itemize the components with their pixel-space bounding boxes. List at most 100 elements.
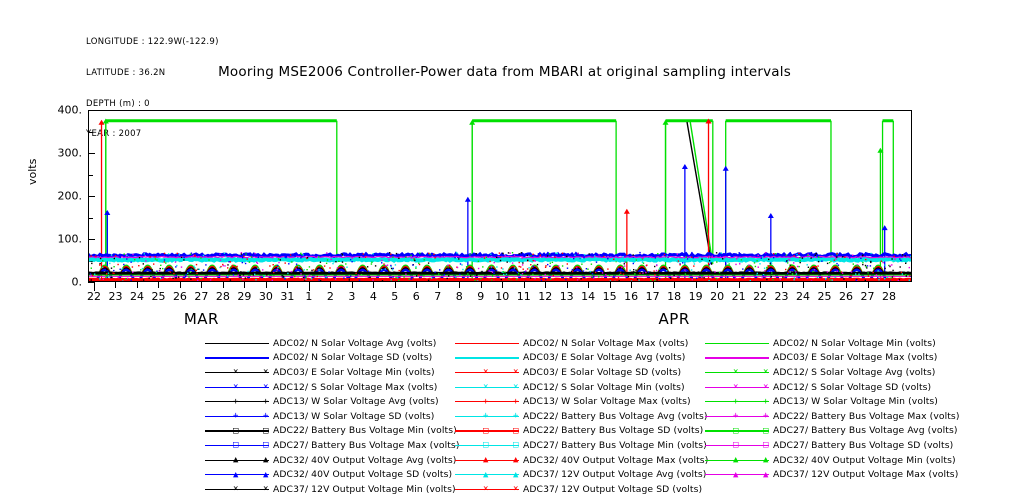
legend-item[interactable]: ADC03/ E Solar Voltage Avg (volts) <box>455 352 705 364</box>
legend-item[interactable]: × × ADC12/ S Solar Voltage Min (volts) <box>455 381 705 393</box>
legend-item[interactable]: × × ADC03/ E Solar Voltage Min (volts) <box>205 366 455 378</box>
legend-marker-icon: □ <box>513 440 519 451</box>
plot-canvas <box>88 110 912 282</box>
legend-line-swatch <box>705 430 769 432</box>
legend-marker-icon: □ <box>233 425 239 436</box>
legend-item[interactable]: □ □ ADC27/ Battery Bus Voltage Max (volts) <box>205 439 459 451</box>
legend-marker-icon: ▲ <box>763 469 769 480</box>
legend-item[interactable]: ADC02/ N Solar Voltage Min (volts) <box>705 337 955 349</box>
legend-sample-line: × × <box>455 381 519 393</box>
x-tick-label: 27 <box>860 290 875 303</box>
legend-line-swatch <box>705 371 769 374</box>
legend-line-swatch <box>705 415 769 417</box>
legend-item[interactable]: + + ADC22/ Battery Bus Voltage Avg (volts) <box>455 410 708 422</box>
legend-item[interactable]: ▲ ▲ ADC37/ 12V Output Voltage Max (volts) <box>705 469 958 481</box>
legend-item[interactable]: □ □ ADC22/ Battery Bus Voltage Min (volts) <box>205 425 457 437</box>
legend-marker-icon: □ <box>763 440 769 451</box>
x-tick-label: 24 <box>796 290 811 303</box>
legend-row: + + ADC13/ W Solar Voltage Avg (volts) + + AD… <box>205 394 975 409</box>
x-tick-mark <box>888 282 890 288</box>
legend-item[interactable]: ADC02/ N Solar Voltage SD (volts) <box>205 352 455 364</box>
legend-row: + + ADC13/ W Solar Voltage SD (volts) + + ADC… <box>205 409 975 424</box>
x-tick-mark <box>265 282 267 288</box>
legend-marker-icon: × <box>263 484 269 495</box>
x-tick-label: 6 <box>412 290 420 303</box>
legend-label: ADC22/ Battery Bus Voltage Avg (volts) <box>523 410 708 422</box>
x-tick-mark <box>846 282 848 288</box>
legend-label: ADC22/ Battery Bus Voltage Max (volts) <box>773 410 960 422</box>
legend-item[interactable]: × × ADC37/ 12V Output Voltage Min (volts) <box>205 483 456 495</box>
legend-label: ADC02/ N Solar Voltage Min (volts) <box>773 337 936 349</box>
legend-label: ADC27/ Battery Bus Voltage Max (volts) <box>273 439 460 451</box>
legend-label: ADC03/ E Solar Voltage Avg (volts) <box>523 352 686 364</box>
legend-item[interactable]: ADC02/ N Solar Voltage Max (volts) <box>455 337 705 349</box>
legend-sample-line <box>455 337 519 349</box>
legend-label: ADC12/ S Solar Voltage Min (volts) <box>523 381 685 393</box>
legend-marker-icon: ▲ <box>483 469 489 480</box>
legend-item[interactable]: ▲ ▲ ADC32/ 40V Output Voltage SD (volts) <box>205 469 455 481</box>
legend-item[interactable]: □ □ ADC22/ Battery Bus Voltage SD (volts) <box>455 425 705 437</box>
x-tick-mark <box>287 282 289 288</box>
legend-label: ADC27/ Battery Bus Voltage Min (volts) <box>523 439 707 451</box>
legend-item[interactable]: × × ADC03/ E Solar Voltage SD (volts) <box>455 366 705 378</box>
legend-item[interactable]: ▲ ▲ ADC32/ 40V Output Voltage Min (volts) <box>705 454 956 466</box>
longitude-text: LONGITUDE : 122.9W(-122.9) <box>86 37 219 48</box>
legend-item[interactable]: + + ADC13/ W Solar Voltage Min (volts) <box>705 396 955 408</box>
legend-marker-icon: × <box>233 382 239 393</box>
legend-sample-line: × × <box>205 366 269 378</box>
legend-line-swatch <box>205 474 269 476</box>
legend-marker-icon: ▲ <box>233 469 239 480</box>
legend-item[interactable]: ADC02/ N Solar Voltage Avg (volts) <box>205 337 455 349</box>
legend-item[interactable]: ▲ ▲ ADC32/ 40V Output Voltage Max (volts) <box>455 454 708 466</box>
x-tick-label: 28 <box>881 290 896 303</box>
x-tick-label: 25 <box>151 290 166 303</box>
x-tick-mark <box>717 282 719 288</box>
legend-marker-icon: + <box>483 411 489 422</box>
legend-line-swatch <box>205 459 269 461</box>
legend-item[interactable]: ADC03/ E Solar Voltage Max (volts) <box>705 352 955 364</box>
legend-sample-line: □ □ <box>455 439 519 451</box>
legend-item[interactable]: × × ADC12/ S Solar Voltage Avg (volts) <box>705 366 955 378</box>
legend-item[interactable]: × × ADC12/ S Solar Voltage Max (volts) <box>205 381 455 393</box>
x-tick-label: 4 <box>369 290 377 303</box>
x-tick-mark <box>394 282 396 288</box>
x-tick-label: 17 <box>645 290 660 303</box>
legend-line-swatch <box>205 386 269 388</box>
legend-line-swatch <box>455 430 519 432</box>
legend-sample-line: + + <box>205 396 269 408</box>
legend-item[interactable]: ▲ ▲ ADC32/ 40V Output Voltage Avg (volts) <box>205 454 456 466</box>
legend-item[interactable]: □ □ ADC27/ Battery Bus Voltage SD (volts) <box>705 439 955 451</box>
x-tick-mark <box>416 282 418 288</box>
legend-item[interactable]: + + ADC13/ W Solar Voltage SD (volts) <box>205 410 455 422</box>
legend-line-swatch <box>205 357 269 359</box>
legend-item[interactable]: ▲ ▲ ADC37/ 12V Output Voltage Avg (volts) <box>455 469 706 481</box>
y-tick-mark <box>88 282 95 283</box>
legend-label: ADC37/ 12V Output Voltage SD (volts) <box>523 483 703 495</box>
x-tick-label: 30 <box>258 290 273 303</box>
legend-item[interactable]: □ □ ADC27/ Battery Bus Voltage Min (volts) <box>455 439 707 451</box>
legend-item[interactable]: □ □ ADC27/ Battery Bus Voltage Avg (volts) <box>705 425 957 437</box>
legend-line-swatch <box>205 342 269 344</box>
x-tick-mark <box>330 282 332 288</box>
legend-label: ADC12/ S Solar Voltage Max (volts) <box>273 381 438 393</box>
x-tick-mark <box>94 282 95 291</box>
legend-marker-icon: × <box>733 367 739 378</box>
x-tick-label: 21 <box>731 290 746 303</box>
legend-item[interactable]: × × ADC12/ S Solar Voltage SD (volts) <box>705 381 955 393</box>
legend-label: ADC02/ N Solar Voltage Max (volts) <box>523 337 689 349</box>
legend-marker-icon: □ <box>763 425 769 436</box>
legend-sample-line: × × <box>455 483 519 495</box>
legend-label: ADC13/ W Solar Voltage SD (volts) <box>273 410 435 422</box>
legend-item[interactable]: + + ADC22/ Battery Bus Voltage Max (volts) <box>705 410 959 422</box>
legend-item[interactable]: + + ADC13/ W Solar Voltage Avg (volts) <box>205 396 455 408</box>
legend-label: ADC27/ Battery Bus Voltage SD (volts) <box>773 439 954 451</box>
legend-sample-line: + + <box>455 410 519 422</box>
legend-line-swatch <box>705 474 769 476</box>
y-tick-label: 300. <box>57 146 83 160</box>
legend-item[interactable]: + + ADC13/ W Solar Voltage Max (volts) <box>455 396 705 408</box>
legend-sample-line: × × <box>705 366 769 378</box>
depth-text: DEPTH (m) : 0 <box>86 98 150 109</box>
legend-item[interactable]: × × ADC37/ 12V Output Voltage SD (volts) <box>455 483 705 495</box>
legend-row: × × ADC37/ 12V Output Voltage Min (volts) ×… <box>205 482 975 497</box>
legend-line-swatch <box>455 401 519 403</box>
